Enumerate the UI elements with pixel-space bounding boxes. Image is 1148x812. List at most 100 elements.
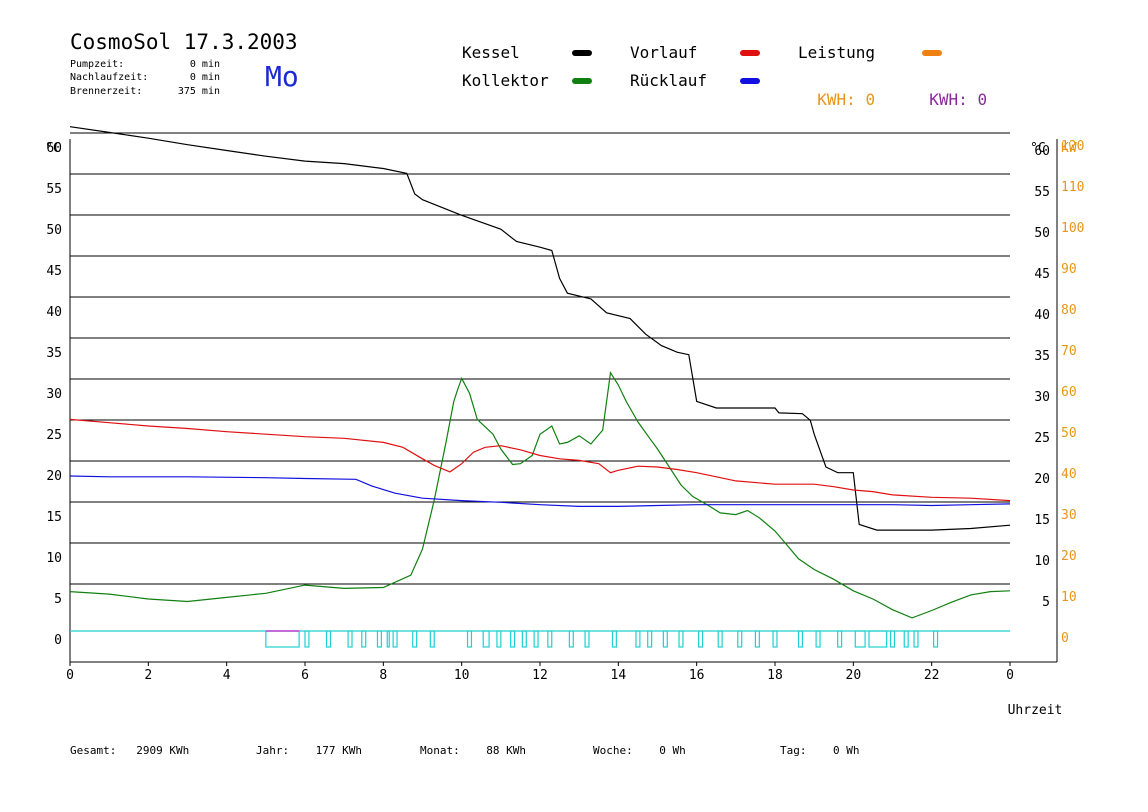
weekday-label: Mo: [265, 60, 299, 93]
burner-pulse: [304, 630, 310, 648]
y-tick-label-power: 100: [1061, 221, 1084, 236]
y-tick-label-right: 35: [1034, 349, 1050, 364]
y-tick-label-power: 110: [1061, 180, 1084, 195]
total-tag: Tag: 0 Wh: [780, 744, 860, 757]
burner-pulse: [547, 630, 553, 648]
y-tick-label-power: 60: [1061, 385, 1077, 400]
y-tick-label-right: 25: [1034, 431, 1050, 446]
y-tick-label-power: 40: [1061, 467, 1077, 482]
y-tick-label-right: 50: [1034, 226, 1050, 241]
y-tick-label-right: 15: [1034, 513, 1050, 528]
y-axis-unit-power: KW: [1061, 141, 1077, 156]
y-tick-label-left: 25: [46, 428, 62, 443]
burner-pulse: [386, 630, 390, 648]
y-tick-label-power: 30: [1061, 508, 1077, 523]
burner-pulse: [510, 630, 516, 648]
kwh-orange-label: KWH:: [817, 90, 856, 109]
burner-pulse: [466, 630, 473, 648]
legend-leistung-label: Leistung: [798, 43, 876, 62]
legend-kessel-label: Kessel: [462, 43, 520, 62]
stat-value: 0 min: [189, 72, 220, 83]
y-tick-label-left: 35: [46, 346, 62, 361]
burner-pulse: [698, 630, 704, 648]
burner-pulse: [662, 630, 668, 648]
stat-label: Brennerzeit:: [70, 86, 143, 97]
y-tick-label-right: 55: [1034, 185, 1050, 200]
y-tick-label-power: 120: [1061, 139, 1084, 154]
legend-ruecklauf-swatch: [740, 78, 760, 84]
total-label: Gesamt:: [70, 744, 117, 757]
series-kollektor: [69, 370, 1011, 619]
stat-label: Nachlaufzeit:: [70, 72, 149, 83]
total-value: 0 Wh: [833, 744, 860, 757]
burner-pulse: [854, 630, 866, 648]
burner-pulse: [347, 630, 353, 648]
stat-label: Pumpzeit:: [70, 59, 125, 70]
y-tick-label-left: 5: [54, 592, 62, 607]
total-label: Woche:: [593, 744, 633, 757]
burner-pulse: [392, 630, 398, 648]
y-axis-unit-left: °C: [45, 141, 61, 156]
total-value: 88 KWh: [486, 744, 526, 757]
kwh-purple-value: 0: [977, 90, 988, 109]
y-tick-label-right: 20: [1034, 472, 1050, 487]
stat-value: 375 min: [177, 86, 220, 97]
y-tick-label-right: 30: [1034, 390, 1050, 405]
series-rcklauf: [69, 475, 1011, 507]
total-label: Jahr:: [256, 744, 290, 757]
total-jahr: Jahr: 177 KWh: [256, 744, 362, 757]
burner-pulse: [568, 630, 574, 648]
total-monat: Monat: 88 KWh: [420, 744, 526, 757]
legend-kollektor-label: Kollektor: [462, 71, 549, 90]
y-tick-label-right: 60: [1034, 144, 1050, 159]
burner-pulse: [933, 630, 939, 648]
kwh-purple: KWH: 0: [910, 71, 987, 109]
y-tick-label-power: 70: [1061, 344, 1077, 359]
y-tick-label-power: 0: [1061, 631, 1069, 646]
total-value: 177 KWh: [315, 744, 362, 757]
x-tick-label: 22: [924, 668, 940, 683]
x-tick-label: 0: [1006, 668, 1014, 683]
burner-pulse: [611, 630, 617, 648]
burner-pulse: [903, 630, 909, 648]
y-tick-label-left: 45: [46, 264, 62, 279]
burner-pulse: [533, 630, 539, 648]
kwh-purple-label: KWH:: [929, 90, 968, 109]
burner-pulse: [265, 630, 300, 648]
burner-pulse: [412, 630, 418, 648]
burner-pulse: [797, 630, 804, 648]
burner-pulse: [837, 630, 843, 648]
burner-pulse: [868, 630, 888, 648]
burner-pulse: [889, 630, 896, 648]
total-value: 0 Wh: [659, 744, 686, 757]
burner-pulse: [496, 630, 502, 648]
y-tick-label-right: 10: [1034, 554, 1050, 569]
burner-pulse: [815, 630, 821, 648]
series-kessel: [69, 126, 1011, 531]
x-axis-label: Uhrzeit: [1008, 703, 1063, 718]
x-tick-label: 18: [767, 668, 783, 683]
y-tick-label-power: 80: [1061, 303, 1077, 318]
burner-pulse: [737, 630, 743, 648]
x-tick-label: 8: [379, 668, 387, 683]
x-tick-label: 16: [689, 668, 705, 683]
x-tick-label: 4: [223, 668, 231, 683]
y-tick-label-power: 10: [1061, 590, 1077, 605]
burner-pulse: [429, 630, 435, 648]
legend-vorlauf-swatch: [740, 50, 760, 56]
x-tick-label: 6: [301, 668, 309, 683]
y-tick-label-left: 55: [46, 182, 62, 197]
kwh-orange: KWH: 0: [798, 71, 875, 109]
total-label: Tag:: [780, 744, 807, 757]
burner-pulse: [754, 630, 760, 648]
burner-pulse: [482, 630, 490, 648]
kwh-orange-value: 0: [865, 90, 876, 109]
y-tick-label-left: 20: [46, 469, 62, 484]
legend-vorlauf-label: Vorlauf: [630, 43, 698, 62]
total-value: 2909 KWh: [136, 744, 190, 757]
total-label: Monat:: [420, 744, 460, 757]
y-tick-label-left: 30: [46, 387, 62, 402]
burner-pulse: [325, 630, 332, 648]
page-title: CosmoSol 17.3.2003: [70, 30, 298, 54]
